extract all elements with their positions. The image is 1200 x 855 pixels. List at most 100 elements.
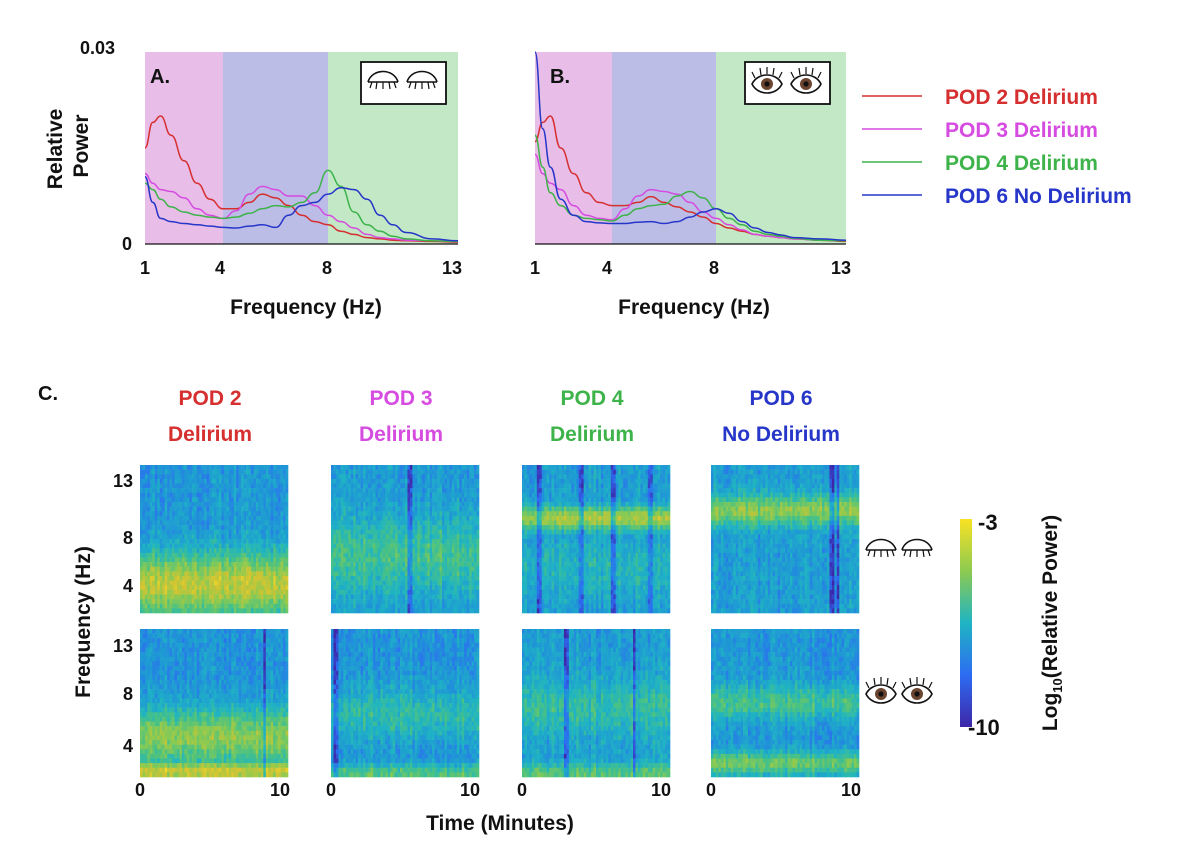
heatmap-cell [243, 488, 247, 494]
heatmap-cell [368, 515, 371, 521]
heatmap-cell [199, 580, 202, 586]
heatmap-cell [179, 502, 183, 507]
heatmap-cell [385, 511, 389, 517]
heatmap-cell [246, 492, 249, 498]
heatmap-cell [140, 492, 143, 498]
heatmap-cell [152, 515, 156, 521]
heatmap-cell [660, 483, 663, 489]
heatmap-cell [142, 562, 146, 568]
heatmap-cell [278, 529, 281, 535]
heatmap-cell [409, 603, 413, 609]
heatmap-cell [407, 548, 411, 554]
heatmap-cell [270, 585, 274, 591]
heatmap-cell [471, 469, 475, 475]
heatmap-cell [199, 571, 202, 577]
heatmap-cell [216, 548, 220, 554]
heatmap-cell [358, 474, 361, 480]
heatmap-cell [392, 506, 396, 512]
heatmap-cell [437, 539, 440, 544]
heatmap-cell [218, 566, 222, 572]
heatmap-cell [375, 539, 379, 544]
heatmap-cell [335, 520, 339, 526]
heatmap-cell [380, 603, 384, 609]
heatmap-cell [655, 525, 658, 531]
heatmap-cell [571, 520, 575, 526]
heatmap-cell [414, 585, 418, 591]
heatmap-cell [368, 576, 371, 581]
heatmap-cell [355, 552, 359, 558]
heatmap-cell [348, 566, 352, 572]
heatmap-cell [360, 465, 364, 470]
heatmap-cell [442, 474, 445, 480]
heatmap-cell [662, 529, 666, 535]
heatmap-cell [563, 483, 567, 489]
heatmap-cell [263, 589, 267, 595]
heatmap-cell [199, 603, 202, 609]
heatmap-cell [335, 599, 339, 605]
heatmap-cell [283, 497, 286, 503]
heatmap-cell [546, 474, 550, 480]
heatmap-cell [392, 603, 396, 609]
heatmap-cell [603, 506, 607, 512]
heatmap-cell [414, 529, 418, 535]
heatmap-cell [167, 502, 170, 507]
heatmap-cell [194, 539, 198, 544]
heatmap-cell [476, 548, 480, 554]
heatmap-cell [368, 557, 371, 563]
heatmap-cell [524, 469, 528, 475]
heatmap-cell [566, 469, 570, 475]
heatmap-cell [382, 525, 386, 531]
heatmap-cell [338, 539, 342, 544]
heatmap-cell [149, 506, 153, 512]
heatmap-cell [251, 543, 254, 549]
heatmap-cell [444, 469, 448, 475]
heatmap-cell [221, 478, 225, 484]
heatmap-cell [474, 506, 477, 512]
heatmap-cell [476, 474, 480, 480]
heatmap-cell [628, 534, 631, 540]
heatmap-cell [407, 506, 411, 512]
heatmap-cell [409, 543, 413, 549]
heatmap-cell [283, 594, 286, 600]
heatmap-cell [566, 488, 570, 494]
heatmap-cell [522, 465, 525, 470]
heatmap-cell [469, 566, 472, 572]
heatmap-cell [144, 534, 148, 540]
heatmap-cell [140, 557, 143, 563]
heatmap-cell [368, 552, 371, 558]
heatmap-cell [177, 594, 180, 600]
heatmap-cell [474, 529, 477, 535]
heatmap-cell [218, 576, 222, 581]
heatmap-cell [258, 488, 262, 494]
heatmap-cell [439, 520, 443, 526]
heatmap-cell [275, 529, 279, 535]
heatmap-cell [152, 594, 156, 600]
heatmap-cell [665, 497, 668, 503]
heatmap-cell [149, 525, 153, 531]
heatmap-cell [251, 589, 254, 595]
heatmap-cell [189, 539, 193, 544]
heatmap-cell [628, 478, 631, 484]
heatmap-cell [159, 465, 163, 470]
heatmap-cell [246, 552, 249, 558]
heatmap-cell [409, 534, 413, 540]
heatmap-cell [368, 539, 371, 544]
heatmap-cell [194, 474, 198, 480]
heatmap-cell [581, 525, 584, 531]
heatmap-cell [226, 520, 230, 526]
heatmap-cell [630, 474, 634, 480]
heatmap-cell [603, 534, 607, 540]
heatmap-cell [380, 608, 384, 614]
heatmap-cell [618, 492, 621, 498]
heatmap-cell [414, 502, 418, 507]
heatmap-cell [206, 566, 210, 572]
heatmap-cell [231, 580, 235, 586]
heatmap-cell [169, 474, 173, 480]
heatmap-cell [461, 557, 465, 563]
heatmap-cell [370, 492, 374, 498]
heatmap-cell [385, 594, 389, 600]
heatmap-cell [529, 465, 533, 470]
heatmap-cell [395, 576, 398, 581]
heatmap-cell [402, 474, 406, 480]
heatmap-cell [588, 520, 592, 526]
